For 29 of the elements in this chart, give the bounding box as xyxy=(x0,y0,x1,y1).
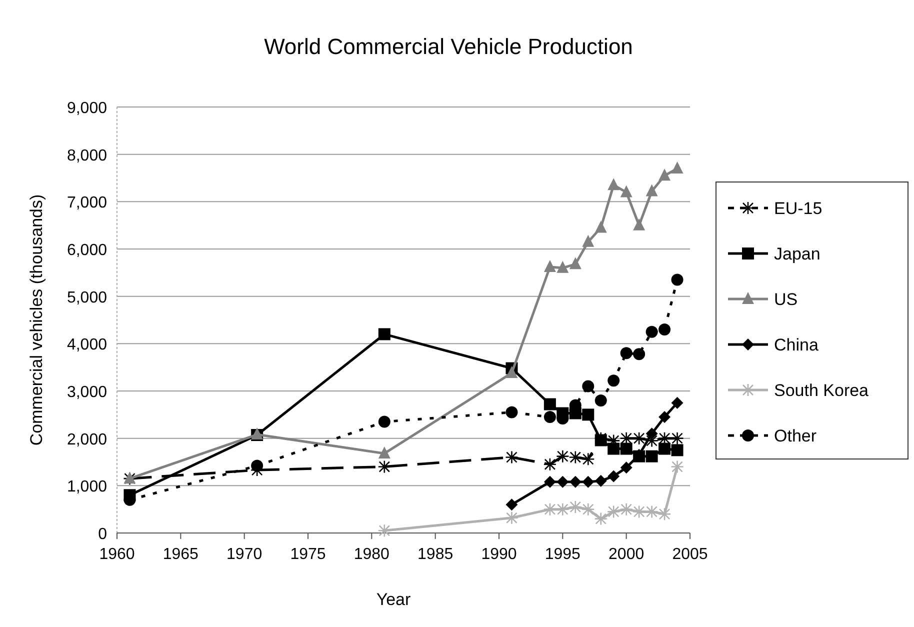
x-tick-label: 1960 xyxy=(99,546,135,563)
x-tick-label: 1985 xyxy=(418,546,454,563)
y-tick-label: 8,000 xyxy=(66,147,108,164)
x-axis-title: Year xyxy=(376,590,412,609)
y-axis-title: Commercial vehicles (thousands) xyxy=(27,194,46,446)
chart-title: World Commercial Vehicle Production xyxy=(264,34,633,59)
y-tick-label: 5,000 xyxy=(66,289,108,306)
x-tick-label: 1970 xyxy=(226,546,262,563)
x-tick-label: 1995 xyxy=(544,546,581,563)
y-tick-label: 3,000 xyxy=(66,384,108,401)
y-tick-label: 9,000 xyxy=(66,100,108,117)
x-tick-label: 2000 xyxy=(608,546,644,563)
legend-label: Japan xyxy=(774,244,820,264)
legend-label: EU-15 xyxy=(774,199,822,218)
y-tick-label: 2,000 xyxy=(66,431,108,448)
legend-label: Other xyxy=(774,426,817,446)
x-tick-label: 2005 xyxy=(672,546,708,563)
legend-label: South Korea xyxy=(774,381,870,400)
y-tick-label: 7,000 xyxy=(66,194,108,212)
x-tick-label: 1990 xyxy=(481,546,517,563)
y-tick-label: 4,000 xyxy=(66,336,108,354)
x-tick-label: 1980 xyxy=(354,546,390,563)
y-tick-label: 0 xyxy=(98,526,108,543)
y-tick-label: 6,000 xyxy=(66,242,108,259)
legend-label: China xyxy=(774,336,819,354)
x-tick-label: 1975 xyxy=(290,546,326,563)
y-tick-label: 1,000 xyxy=(66,478,108,496)
x-tick-label: 1965 xyxy=(162,546,199,563)
legend-label: US xyxy=(774,290,798,309)
